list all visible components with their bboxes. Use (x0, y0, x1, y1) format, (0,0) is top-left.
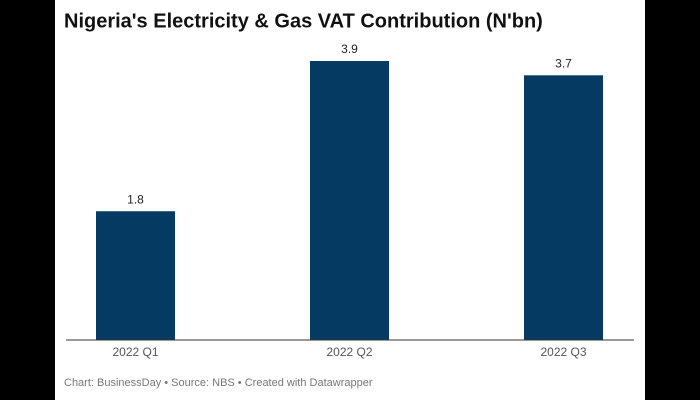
value-label: 1.8 (127, 192, 144, 206)
value-label: 3.7 (555, 56, 572, 70)
x-tick-label: 2022 Q1 (112, 345, 158, 359)
bar (96, 211, 175, 340)
x-tick-label: 2022 Q2 (326, 345, 372, 359)
bar (524, 75, 603, 341)
bar (310, 61, 389, 340)
x-tick-label: 2022 Q3 (540, 345, 586, 359)
chart-title: Nigeria's Electricity & Gas VAT Contribu… (64, 10, 543, 32)
value-label: 3.9 (341, 42, 358, 56)
source-note: Chart: BusinessDay • Source: NBS • Creat… (64, 377, 373, 389)
